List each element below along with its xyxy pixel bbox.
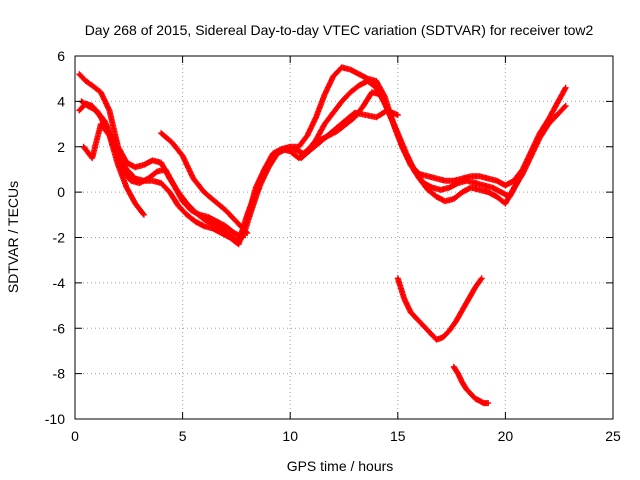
data-point bbox=[394, 112, 401, 118]
series-trace-e bbox=[158, 130, 251, 236]
x-tick-label: 20 bbox=[498, 428, 514, 444]
y-tick-label: -4 bbox=[53, 275, 66, 291]
chart-title: Day 268 of 2015, Sidereal Day-to-day VTE… bbox=[85, 22, 594, 38]
series-trace-g bbox=[394, 275, 485, 343]
data-point bbox=[140, 211, 147, 218]
data-point bbox=[485, 400, 492, 407]
y-tick-label: -6 bbox=[53, 320, 66, 336]
x-tick-label: 0 bbox=[71, 428, 79, 444]
series-trace-h bbox=[450, 363, 492, 407]
x-tick-label: 15 bbox=[390, 428, 406, 444]
x-axis-label: GPS time / hours bbox=[287, 458, 394, 474]
y-tick-label: -10 bbox=[45, 411, 65, 427]
data-point bbox=[515, 177, 522, 184]
y-tick-label: -2 bbox=[53, 230, 66, 246]
data-point bbox=[478, 275, 485, 282]
x-tick-label: 25 bbox=[605, 428, 621, 444]
x-tick-label: 5 bbox=[179, 428, 187, 444]
y-tick-label: 6 bbox=[57, 48, 65, 64]
axis-ticks: 0 5 10 15 20 25 -10 -8 -6 -4 -2 0 2 4 6 bbox=[45, 48, 621, 444]
data-point bbox=[139, 210, 146, 217]
series-trace-a bbox=[76, 64, 569, 245]
y-tick-label: 0 bbox=[57, 184, 65, 200]
series-trace-f bbox=[298, 107, 401, 162]
data-point bbox=[562, 84, 569, 91]
data-point bbox=[562, 102, 569, 109]
grid bbox=[75, 56, 613, 419]
y-tick-label: 2 bbox=[57, 139, 65, 155]
series-trace-d bbox=[80, 121, 147, 218]
data-points bbox=[76, 64, 569, 407]
series-trace-c bbox=[78, 89, 522, 241]
data-point bbox=[561, 104, 568, 110]
x-tick-label: 10 bbox=[282, 428, 298, 444]
y-tick-label: 4 bbox=[57, 93, 65, 109]
y-tick-label: -8 bbox=[53, 366, 66, 382]
y-axis-label: SDTVAR / TECUs bbox=[5, 181, 21, 293]
data-point bbox=[244, 230, 251, 236]
data-point bbox=[243, 228, 250, 235]
data-point bbox=[561, 86, 568, 93]
